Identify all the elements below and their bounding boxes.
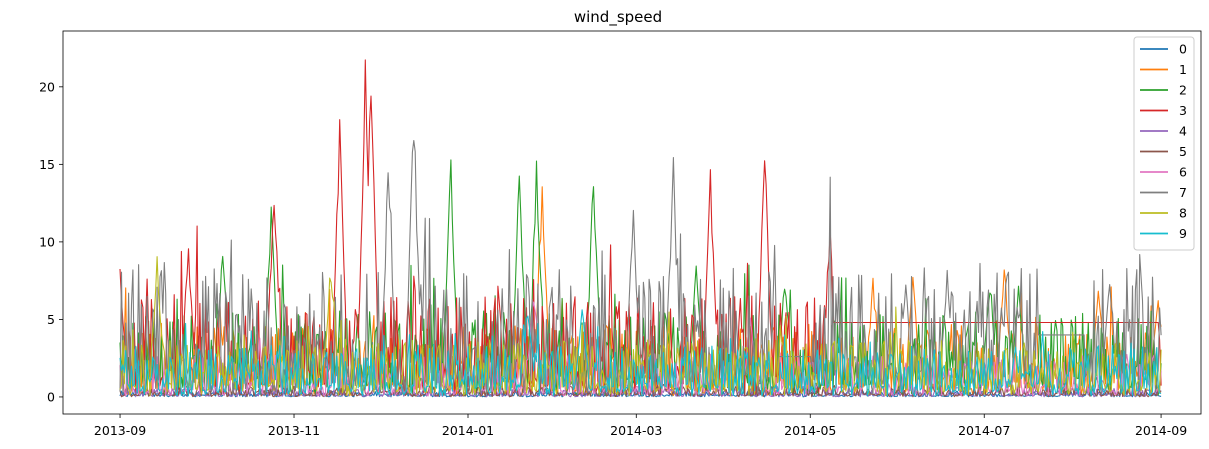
x-tick-label: 2014-09 — [1135, 423, 1187, 438]
y-axis: 0 5 10 15 20 — [39, 79, 63, 404]
x-tick-label: 2013-09 — [94, 423, 146, 438]
legend-label-5: 5 — [1179, 144, 1187, 159]
series-line-9 — [119, 309, 1162, 397]
series-line-8 — [119, 256, 1162, 397]
y-tick-label: 5 — [47, 312, 55, 327]
legend-label-2: 2 — [1179, 83, 1187, 98]
series-line-5 — [119, 380, 1162, 398]
legend-label-7: 7 — [1179, 185, 1187, 200]
y-tick-label: 10 — [39, 234, 55, 249]
x-tick-label: 2014-03 — [610, 423, 662, 438]
y-tick-label: 20 — [39, 79, 55, 94]
x-tick-label: 2014-05 — [784, 423, 836, 438]
legend: 0 1 2 3 4 5 6 7 8 9 — [1133, 36, 1195, 251]
legend-label-9: 9 — [1179, 226, 1187, 241]
x-tick-label: 2014-07 — [958, 423, 1010, 438]
y-tick-label: 0 — [47, 389, 55, 404]
legend-label-4: 4 — [1179, 124, 1187, 139]
series-layer — [119, 59, 1162, 398]
legend-label-6: 6 — [1179, 165, 1187, 180]
x-tick-label: 2013-11 — [268, 423, 320, 438]
legend-label-3: 3 — [1179, 103, 1187, 118]
legend-label-0: 0 — [1179, 42, 1187, 57]
legend-label-1: 1 — [1179, 62, 1187, 77]
y-tick-label: 15 — [39, 157, 55, 172]
chart-title: wind_speed — [574, 8, 662, 27]
legend-label-8: 8 — [1179, 206, 1187, 221]
x-axis: 2013-09 2013-11 2014-01 2014-03 2014-05 2014-… — [94, 414, 1187, 438]
plot-frame — [62, 30, 1202, 415]
x-tick-label: 2014-01 — [442, 423, 494, 438]
series-line-7 — [119, 139, 1162, 395]
